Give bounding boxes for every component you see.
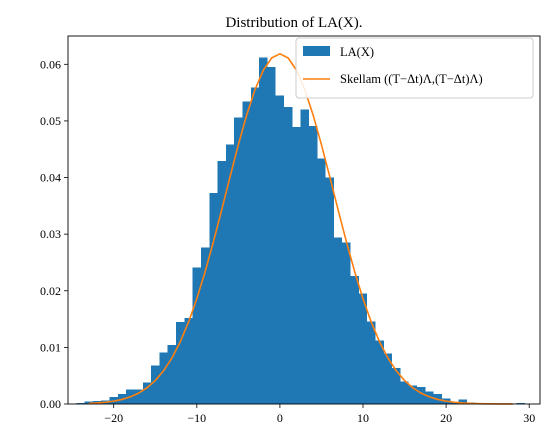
plot-frame bbox=[67, 35, 541, 405]
chart-title: Distribution of LA(X). bbox=[225, 15, 362, 31]
histogram-bar bbox=[225, 144, 235, 404]
histogram-bar bbox=[292, 127, 301, 405]
x-tick-label: 20 bbox=[440, 411, 452, 425]
histogram-bar bbox=[342, 242, 351, 404]
histogram-bar bbox=[259, 57, 268, 404]
histogram-bar bbox=[400, 381, 409, 404]
histogram-bar bbox=[234, 117, 243, 404]
histogram-bar bbox=[184, 317, 193, 404]
x-axis-ticks: −20 −10 0 10 20 30 bbox=[104, 404, 535, 425]
legend: LA(X) Skellam ((T−Δt)Λ,(T−Δt)Λ) bbox=[295, 37, 534, 99]
histogram-bar bbox=[308, 126, 318, 404]
y-tick-label: 0.01 bbox=[40, 340, 61, 354]
x-tick-label: 30 bbox=[523, 411, 535, 425]
x-tick-label: 10 bbox=[357, 411, 369, 425]
histogram-bar bbox=[151, 365, 160, 404]
legend-box bbox=[295, 37, 534, 99]
histogram-bar bbox=[217, 161, 226, 404]
histogram-bar bbox=[142, 382, 152, 404]
histogram-bar bbox=[350, 276, 359, 404]
y-tick-label: 0.04 bbox=[40, 171, 61, 185]
y-tick-label: 0.05 bbox=[40, 114, 61, 128]
histogram-bar bbox=[209, 192, 218, 404]
histogram-bar bbox=[367, 321, 376, 404]
histogram-bar bbox=[383, 353, 393, 404]
histogram-bar bbox=[516, 402, 526, 404]
histogram-bar bbox=[317, 158, 326, 404]
x-tick-label: −10 bbox=[187, 411, 206, 425]
histogram-bar bbox=[458, 399, 467, 404]
y-axis-ticks: 0.00 0.01 0.02 0.03 0.04 0.05 0.06 bbox=[40, 57, 68, 411]
histogram-bar bbox=[325, 177, 334, 404]
histogram-bar bbox=[408, 385, 418, 404]
histogram-bar bbox=[284, 106, 293, 405]
histogram-bar bbox=[200, 247, 210, 404]
histogram-bar bbox=[250, 87, 260, 405]
y-tick-label: 0.03 bbox=[40, 227, 61, 241]
histogram-bar bbox=[192, 267, 201, 404]
y-tick-label: 0.06 bbox=[40, 57, 61, 71]
legend-swatch-histogram bbox=[303, 46, 330, 56]
histogram-bar bbox=[425, 391, 434, 404]
x-tick-label: −20 bbox=[104, 411, 123, 425]
legend-label-skellam: Skellam ((T−Δt)Λ,(T−Δt)Λ) bbox=[340, 72, 483, 86]
histogram-bar bbox=[417, 387, 426, 404]
histogram-bar bbox=[333, 237, 343, 404]
histogram-bar bbox=[275, 95, 285, 404]
histogram-bar bbox=[450, 402, 459, 404]
histogram-bar bbox=[176, 321, 185, 404]
y-tick-label: 0.00 bbox=[40, 397, 61, 411]
histogram-bar bbox=[134, 389, 143, 404]
x-tick-label: 0 bbox=[277, 411, 283, 425]
histogram-bar bbox=[358, 293, 368, 404]
histogram-bar bbox=[159, 352, 168, 404]
histogram-bar bbox=[375, 340, 384, 404]
histogram-bar bbox=[167, 345, 177, 404]
histogram-bar bbox=[392, 367, 401, 404]
histogram-bar bbox=[300, 109, 309, 404]
legend-label-histogram: LA(X) bbox=[340, 45, 374, 59]
histogram-bar bbox=[76, 402, 85, 404]
histogram-bar bbox=[267, 67, 276, 404]
histogram-bar bbox=[242, 101, 251, 405]
y-tick-label: 0.02 bbox=[40, 284, 61, 298]
